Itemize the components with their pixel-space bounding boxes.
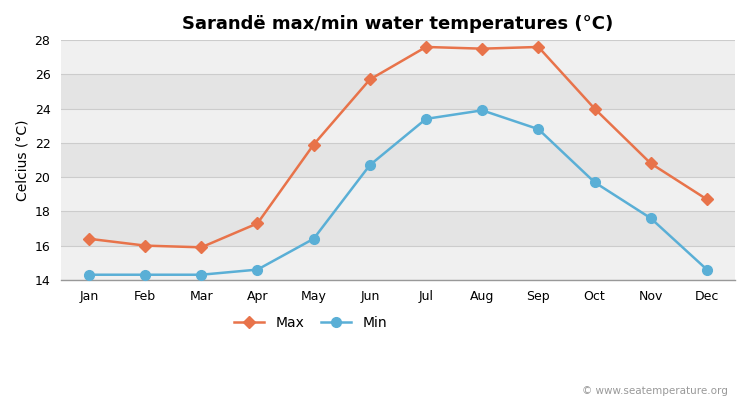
Max [365,77,374,82]
Min [140,272,149,277]
Bar [61,211,735,246]
Min [590,180,599,185]
Min [85,272,94,277]
Max [196,245,206,250]
Max [590,106,599,111]
Min [253,267,262,272]
Max [85,236,94,241]
Max [478,46,487,51]
Bar [61,74,735,109]
Line: Min: Min [84,106,712,280]
Bar [61,177,735,211]
Max [253,221,262,226]
Min [365,163,374,168]
Min [703,267,712,272]
Max [646,161,656,166]
Min [309,236,318,241]
Min [196,272,206,277]
Line: Max: Max [85,43,711,252]
Max [422,44,430,49]
Y-axis label: Celcius (°C): Celcius (°C) [15,119,29,201]
Max [534,44,543,49]
Bar [61,246,735,280]
Bar [61,109,735,143]
Bar [61,143,735,177]
Title: Sarandë max/min water temperatures (°C): Sarandë max/min water temperatures (°C) [182,15,614,33]
Min [534,127,543,132]
Min [478,108,487,113]
Max [703,197,712,202]
Text: © www.seatemperature.org: © www.seatemperature.org [582,386,728,396]
Bar [61,40,735,74]
Min [422,116,430,121]
Max [140,243,149,248]
Legend: Max, Min: Max, Min [228,310,392,335]
Min [646,216,656,221]
Max [309,142,318,147]
